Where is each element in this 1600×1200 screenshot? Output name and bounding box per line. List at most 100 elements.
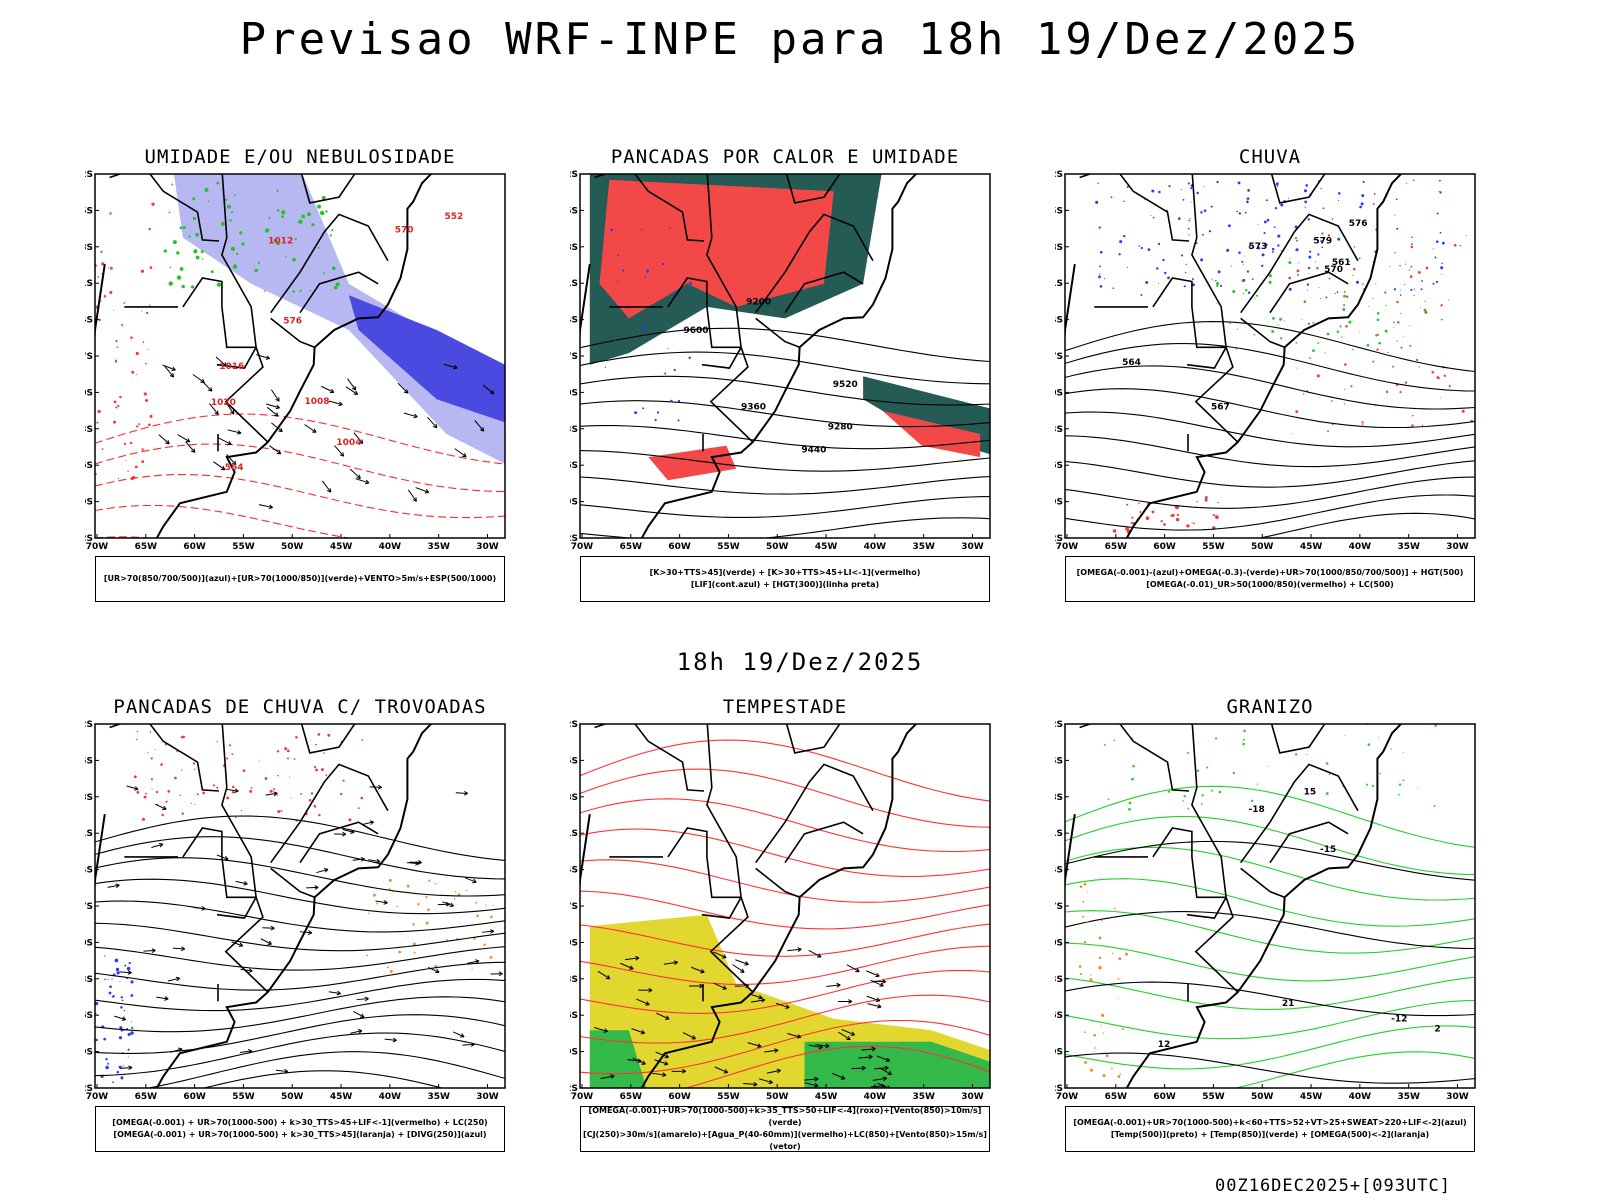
wind-vector [872,1077,887,1081]
lif-contour [621,269,625,272]
green-humidity [171,183,174,186]
divg-blue [130,994,134,997]
thunder-red [361,739,363,741]
wind-vector [691,966,705,973]
red-precip [1376,333,1379,336]
wind-arrow [177,434,191,443]
omega-blue [1306,283,1310,286]
lon-tick-label: 70W [1056,542,1079,552]
green-scatter [1294,753,1298,756]
lon-tick-label: 45W [1300,542,1323,552]
omega-green [1351,320,1353,322]
stream-arrow [226,788,239,792]
thunder-red [277,810,281,814]
wind-vector [870,979,884,987]
red-contour-dot [101,262,105,266]
divg-blue [122,1065,124,1067]
lif-contour [617,254,620,257]
red-precip [1296,367,1298,369]
lat-tick-label: 42S [1055,534,1063,544]
country-border [1079,724,1190,792]
omega-green [1253,333,1256,336]
lat-tick-label: 33S [570,425,578,435]
lat-tick-label: 33S [85,975,93,985]
thunder-orange [412,942,416,946]
stream-arrow-head [369,820,374,825]
omega-orange [1121,1027,1124,1030]
lat-tick-label: 15S [570,206,578,216]
lif-contour [613,301,616,304]
lif-contour [688,281,692,285]
lif-contour [664,372,667,375]
green-humidity [169,266,172,269]
wind-arrow [321,385,335,393]
thunder-red [293,758,296,760]
green-humidity [207,200,210,203]
wind-vector [625,957,640,961]
thunder-red [160,763,163,766]
page-title: Previsao WRF-INPE para 18h 19/Dez/2025 [239,14,1361,65]
wind-vector [632,1057,646,1065]
wind-vector [713,982,727,990]
thunder-red [133,775,137,779]
stream-arrow-head [498,971,503,977]
stream-arrow [114,1015,126,1021]
stream-arrow [170,1048,183,1053]
country-border [270,867,315,899]
omega-blue [1320,187,1322,190]
lon-tick-label: 45W [330,1092,353,1102]
omega-blue [1181,189,1183,191]
thunder-orange [434,882,437,885]
red-contour-dot [135,373,137,375]
red-precip [1196,500,1198,503]
contour-label: 9600 [684,326,709,336]
red-precip [1345,295,1349,298]
country-border [1269,821,1349,864]
omega-blue [1185,271,1187,274]
lat-tick-label: 27S [1055,902,1063,912]
thunder-red [151,788,153,790]
omega-blue [1167,276,1170,280]
thunder-red [317,733,321,736]
omega-green [1326,332,1330,336]
omega-blue [1110,196,1113,199]
stream-arrow-head [175,976,181,982]
omega-blue [1156,267,1159,270]
wind-vector-head [875,997,881,1002]
omega-blue [1248,245,1251,248]
omega-orange [1079,885,1083,888]
lon-tick-label: 55W [232,542,255,552]
thunder-orange [454,890,457,893]
green-humidity [292,290,296,293]
omega-blue [1321,246,1324,249]
panel-title: TEMPESTADE [722,696,848,718]
contour-label: 561 [1332,258,1351,268]
red-precip [1483,367,1485,369]
omega-green [1399,289,1401,291]
red-contour-dot [113,400,117,404]
green-humidity [193,249,198,254]
contour-label: 573 [1249,242,1268,252]
omega-blue [1247,189,1250,192]
green-scatter [1206,766,1209,769]
red-precip [1448,299,1450,301]
country-border [755,867,800,899]
omega-blue [1314,261,1316,263]
green-scatter [1132,764,1135,768]
wind-arrow-head [171,366,176,372]
red-contour-dot [140,269,145,273]
thunder-orange [407,935,409,937]
lat-tick-label: 39S [570,1048,578,1058]
omega-blue [1187,227,1190,230]
omega-orange [1087,891,1089,893]
thunder-red [242,769,246,773]
temp500-contour [1065,1052,1475,1084]
wind-vector-head [635,955,640,961]
divg-blue [112,995,115,998]
red-precip [1410,245,1414,249]
temp500-contour [1065,981,1475,1017]
lc850-streamline [580,969,990,1014]
lat-tick-label: 36S [1055,461,1063,471]
omega-green [1325,296,1328,299]
green-scatter [1211,789,1214,792]
